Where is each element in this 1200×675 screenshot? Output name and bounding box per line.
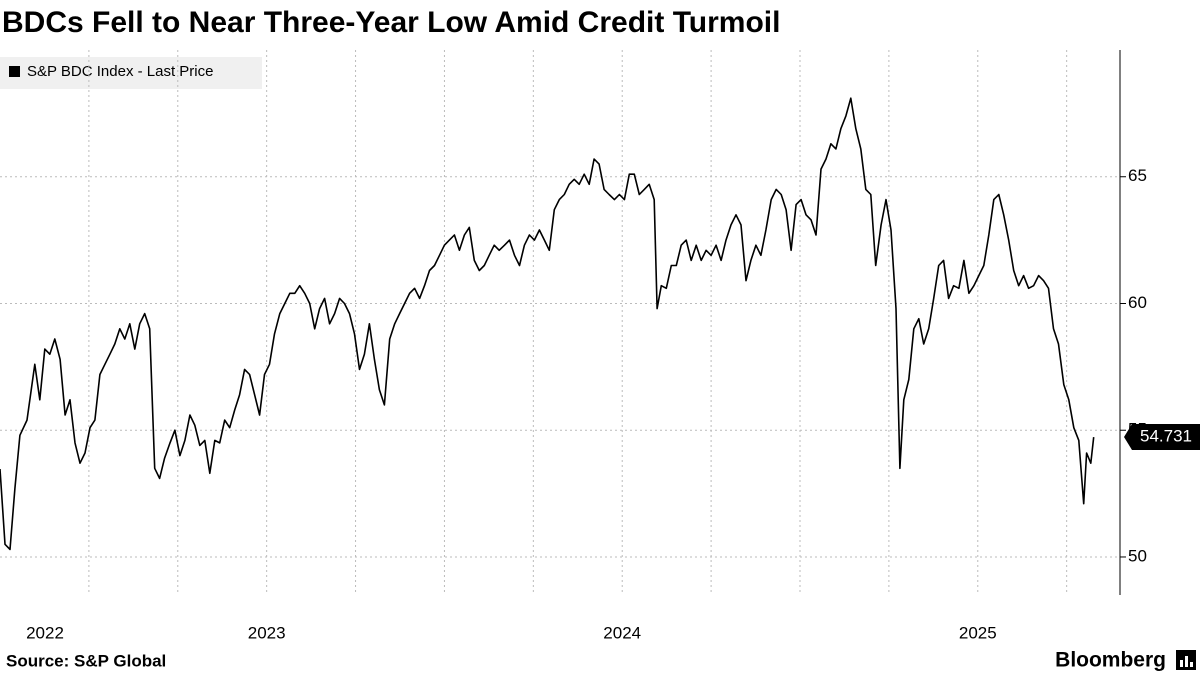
x-tick-label: 2023 [248, 623, 286, 642]
legend-swatch [9, 66, 20, 77]
y-tick-label: 60 [1128, 293, 1147, 312]
y-tick-label: 65 [1128, 166, 1147, 185]
series-line [0, 97, 1095, 551]
x-tick-label: 2025 [959, 623, 997, 642]
last-price-label: 54.731 [1140, 427, 1192, 446]
brand: Bloomberg [1055, 649, 1166, 672]
chart-title: BDCs Fell to Near Three-Year Low Amid Cr… [2, 6, 780, 39]
last-price-box [1124, 424, 1200, 451]
x-tick-label: 2024 [603, 623, 641, 642]
brand-icon [1176, 650, 1196, 670]
x-tick-label: 2022 [26, 623, 64, 642]
y-tick-label: 50 [1128, 546, 1147, 565]
legend-label: S&P BDC Index - Last Price [27, 63, 213, 80]
legend-box [0, 57, 262, 89]
source: Source: S&P Global [6, 651, 166, 670]
